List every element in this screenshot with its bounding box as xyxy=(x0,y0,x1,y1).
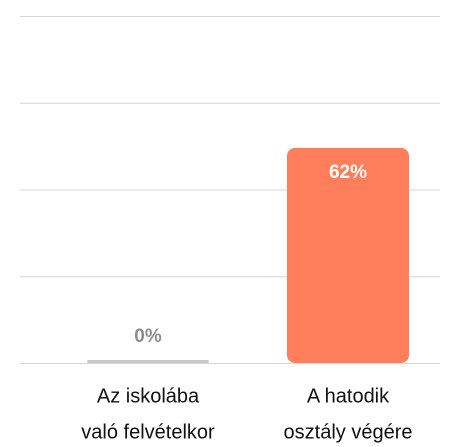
x-tick-label: A hatodik xyxy=(307,385,390,407)
x-tick-label: való felvételkor xyxy=(81,421,215,443)
x-tick-label: Az iskolába xyxy=(97,385,200,407)
value-label: 0% xyxy=(134,326,162,347)
bar xyxy=(287,147,409,363)
value-label: 62% xyxy=(329,162,367,183)
x-tick-label: osztály végére xyxy=(284,421,413,443)
bar xyxy=(87,360,209,363)
